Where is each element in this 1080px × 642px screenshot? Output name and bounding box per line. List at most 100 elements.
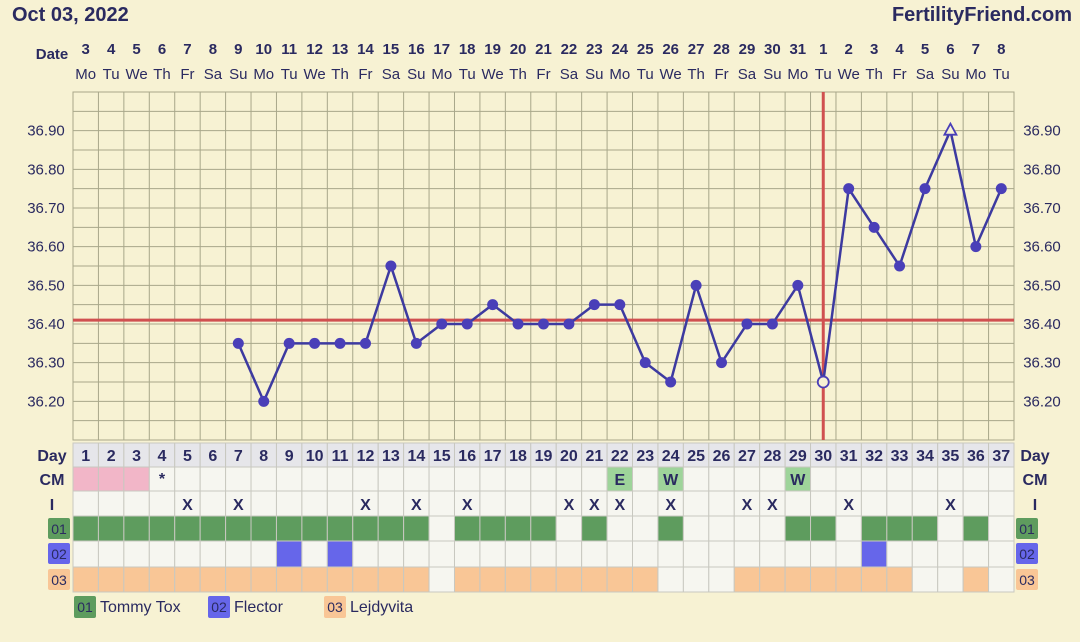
weekday-label: We <box>660 66 682 83</box>
med-badge-code-02-right: 02 <box>1019 546 1035 562</box>
table-cell <box>326 540 354 568</box>
table-cell <box>453 442 481 468</box>
table-cell <box>733 566 761 593</box>
table-cell <box>708 515 735 542</box>
table-cell <box>759 540 786 568</box>
table-cell <box>148 566 176 593</box>
table-cell <box>555 540 583 568</box>
legend-code-02: 02 <box>211 599 227 615</box>
table-cell <box>428 515 455 542</box>
table-cell <box>148 515 176 542</box>
table-cell <box>632 466 659 492</box>
legend-name-03: Lejdyvita <box>350 599 413 616</box>
intercourse-mark: X <box>233 497 244 514</box>
table-cell <box>988 490 1015 517</box>
med-badge-02-right <box>1016 543 1038 564</box>
date-label: 21 <box>535 41 552 58</box>
chart-date: Oct 03, 2022 <box>12 4 129 26</box>
table-cell <box>403 540 430 568</box>
weekday-label: Tu <box>637 66 654 83</box>
intercourse-mark: X <box>945 497 956 514</box>
weekday-label: Th <box>153 66 171 83</box>
date-label: 19 <box>484 41 501 58</box>
med-badge-code-01-left: 01 <box>51 521 67 537</box>
y-tick-label-left: 36.20 <box>27 393 65 410</box>
table-cell <box>377 540 405 568</box>
table-cell <box>733 515 761 542</box>
table-cell <box>275 466 303 492</box>
weekday-label: Fr <box>358 66 372 83</box>
med-badge-code-03-left: 03 <box>51 572 67 588</box>
temperature-point <box>359 337 371 349</box>
table-cell <box>682 515 710 542</box>
temperature-point-excluded <box>816 375 830 389</box>
weekday-label: Sa <box>382 66 401 83</box>
table-cell <box>403 442 430 468</box>
table-cell <box>632 490 659 517</box>
med-badge-03-right <box>1016 569 1038 590</box>
table-cell <box>988 515 1015 542</box>
temperature-point <box>868 221 880 233</box>
table-cell <box>428 490 455 517</box>
cycle-day-label: 22 <box>611 448 629 465</box>
table-cell <box>377 466 405 492</box>
table-cell <box>174 566 201 593</box>
table-cell <box>225 442 252 468</box>
med-badge-code-03-right: 03 <box>1019 572 1035 588</box>
row-label-day-right: Day <box>1020 448 1049 465</box>
date-label: 17 <box>433 41 450 58</box>
table-cell <box>352 466 379 492</box>
cycle-day-label: 6 <box>208 448 217 465</box>
temperature-point <box>588 299 600 311</box>
intercourse-mark: X <box>589 497 600 514</box>
brand-name[interactable]: FertilityFriend.com <box>891 4 1072 26</box>
cycle-day-label: 3 <box>132 448 141 465</box>
med-badge-01-right <box>1016 518 1038 539</box>
y-tick-label-right: 36.60 <box>1023 239 1061 256</box>
table-cell <box>530 566 557 593</box>
table-cell <box>123 566 150 593</box>
table-cell <box>682 566 710 593</box>
date-label: 27 <box>688 41 705 58</box>
table-cell <box>530 540 557 568</box>
table-cell <box>123 490 150 517</box>
y-tick-label-left: 36.60 <box>27 239 65 256</box>
table-cell <box>860 515 888 542</box>
table-cell <box>911 466 939 492</box>
table-cell <box>886 490 913 517</box>
table-cell <box>682 540 710 568</box>
table-cell <box>453 540 481 568</box>
temperature-point <box>639 357 651 369</box>
table-cell <box>250 466 277 492</box>
table-cell <box>606 490 634 517</box>
table-cell <box>937 566 964 593</box>
date-label: 14 <box>357 41 374 58</box>
date-label: 10 <box>255 41 272 58</box>
table-cell <box>275 540 303 568</box>
date-label: 28 <box>713 41 730 58</box>
table-cell <box>581 515 608 542</box>
table-cell <box>530 466 557 492</box>
cm-label: E <box>614 472 625 489</box>
temperature-point <box>283 337 295 349</box>
legend-swatch-01 <box>74 596 96 618</box>
y-tick-label-left: 36.50 <box>27 277 65 294</box>
weekday-label: Fr <box>180 66 194 83</box>
temperature-point <box>843 183 855 195</box>
y-tick-label-right: 36.30 <box>1023 355 1061 372</box>
temperature-point <box>792 279 804 291</box>
table-cell <box>886 442 913 468</box>
date-label: 4 <box>107 41 116 58</box>
table-cell <box>911 515 939 542</box>
row-label-cm-left: CM <box>40 472 65 489</box>
temperature-point <box>563 318 575 330</box>
date-label: 1 <box>819 41 827 58</box>
table-cell <box>275 515 303 542</box>
cycle-day-label: 30 <box>814 448 832 465</box>
table-cell <box>606 540 634 568</box>
table-cell <box>199 466 227 492</box>
cycle-day-label: 7 <box>234 448 243 465</box>
table-cell <box>555 566 583 593</box>
table-cell <box>275 566 303 593</box>
